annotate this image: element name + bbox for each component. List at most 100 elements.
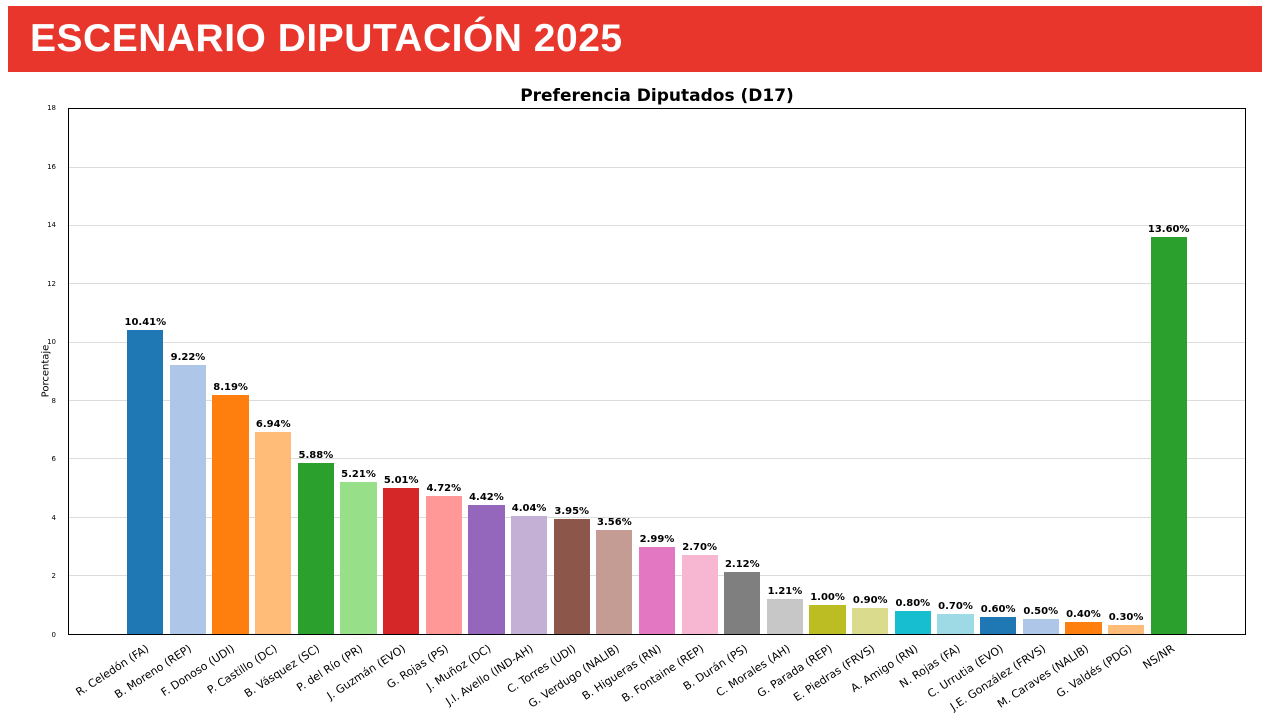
- bar-slot: 4.72%: [422, 109, 465, 634]
- bar-slot: 4.04%: [508, 109, 551, 634]
- y-tick-label: 10: [47, 338, 56, 347]
- bar-value-label: 0.60%: [980, 603, 1016, 615]
- bar: [638, 546, 676, 634]
- bar-value-label: 0.30%: [1108, 612, 1144, 624]
- bar: [340, 482, 377, 634]
- bar-value-label: 0.80%: [895, 597, 931, 609]
- bar-slot: 3.56%: [593, 109, 636, 634]
- bar-value-label: 4.72%: [426, 483, 462, 495]
- bar-slot: 10.41%: [124, 109, 167, 634]
- bar-slot: 0.80%: [892, 109, 935, 634]
- x-label-slot: NS/NR: [1140, 637, 1191, 719]
- gridline: [69, 166, 1245, 168]
- bars-container: 10.41% 9.22% 8.19% 6.94% 5.88% 5.21% 5.01% 4.72…: [69, 109, 1245, 634]
- y-tick-label: 4: [51, 513, 56, 522]
- bar-slot: 0.30%: [1105, 109, 1148, 634]
- gridline: [69, 400, 1245, 402]
- bar-value-label: 5.88%: [298, 449, 334, 461]
- bar-value-label: 5.21%: [341, 469, 376, 481]
- y-tick-label: 6: [51, 455, 56, 464]
- bar: [852, 607, 889, 634]
- bar-value-label: 0.50%: [1023, 606, 1059, 618]
- bar-slot: 6.94%: [252, 109, 295, 634]
- bar: [980, 616, 1017, 634]
- x-label-slot: G. Valdés (PDG): [1054, 637, 1149, 719]
- bar-value-label: 6.94%: [255, 418, 291, 430]
- bar-slot: 13.60%: [1147, 109, 1190, 634]
- bar-value-label: 0.40%: [1066, 609, 1101, 621]
- gridline: [69, 225, 1245, 227]
- y-tick-label: 16: [47, 162, 56, 171]
- bar-value-label: 9.22%: [170, 352, 206, 364]
- gridline: [69, 458, 1245, 460]
- bar-value-label: 4.42%: [469, 492, 504, 504]
- y-tick-label: 18: [47, 104, 56, 112]
- bar-slot: 5.01%: [380, 109, 423, 634]
- gridline: [69, 283, 1245, 285]
- bar: [425, 496, 462, 634]
- header-banner: ESCENARIO DIPUTACIÓN 2025: [8, 6, 1262, 72]
- bar-slot: 2.99%: [636, 109, 679, 634]
- bar-value-label: 1.21%: [767, 585, 803, 597]
- bar: [724, 572, 761, 634]
- bar: [127, 330, 164, 634]
- bar-slot: 5.21%: [337, 109, 380, 634]
- bar: [553, 518, 590, 634]
- bar: [809, 604, 846, 634]
- y-axis-tick-labels: 0 2 4 6 8 10 12 14 16 18: [0, 104, 62, 639]
- bar: [169, 365, 207, 634]
- y-tick-label: 14: [47, 221, 56, 230]
- bar: [297, 462, 334, 634]
- bar: [212, 395, 249, 634]
- y-tick-label: 12: [47, 279, 56, 288]
- bar-slot: 0.70%: [934, 109, 977, 634]
- bar-value-label: 4.04%: [511, 503, 547, 515]
- bar-slot: 4.42%: [465, 109, 508, 634]
- bar-slot: 1.21%: [764, 109, 807, 634]
- bar-value-label: 8.19%: [213, 382, 248, 394]
- bar-value-label: 10.41%: [124, 317, 167, 329]
- y-tick-label: 0: [51, 631, 56, 639]
- banner-title: ESCENARIO DIPUTACIÓN 2025: [30, 17, 623, 60]
- gridline: [69, 341, 1245, 343]
- bar-slot: 1.00%: [806, 109, 849, 634]
- bar-slot: 0.50%: [1019, 109, 1062, 634]
- bar-value-label: 2.70%: [682, 542, 717, 554]
- bar: [468, 505, 505, 634]
- bar-value-label: 2.12%: [724, 559, 760, 571]
- bar: [510, 516, 548, 634]
- bar-slot: 9.22%: [167, 109, 210, 634]
- bar: [1150, 237, 1187, 634]
- bar: [894, 610, 931, 634]
- bar-slot: 0.40%: [1062, 109, 1105, 634]
- bar-value-label: 1.00%: [810, 591, 845, 603]
- x-axis-tick-labels: R. Celedón (FA) B. Moreno (REP) F. Donoso …: [68, 637, 1246, 719]
- bar: [1022, 619, 1059, 634]
- y-tick-label: 2: [51, 572, 56, 581]
- bar: [596, 530, 633, 634]
- y-tick-label: 8: [51, 396, 56, 405]
- plot-area: 10.41% 9.22% 8.19% 6.94% 5.88% 5.21% 5.01% 4.72…: [68, 108, 1246, 635]
- bar: [937, 613, 974, 634]
- bar-value-label: 0.90%: [852, 594, 888, 606]
- bar-slot: 8.19%: [209, 109, 252, 634]
- bar: [1107, 625, 1145, 634]
- bar-slot: 2.70%: [678, 109, 721, 634]
- bar-value-label: 2.99%: [639, 533, 675, 545]
- bar-slot: 0.60%: [977, 109, 1020, 634]
- bar: [766, 598, 804, 634]
- bar-value-label: 5.01%: [383, 474, 419, 486]
- bar: [1065, 622, 1102, 634]
- bar-slot: 3.95%: [550, 109, 593, 634]
- bar-value-label: 13.60%: [1147, 224, 1190, 236]
- chart-title: Preferencia Diputados (D17): [520, 86, 794, 106]
- bar-slot: 2.12%: [721, 109, 764, 634]
- gridline: [69, 516, 1245, 518]
- bar: [255, 431, 292, 634]
- bar-value-label: 0.70%: [938, 600, 973, 612]
- bar-slot: 0.90%: [849, 109, 892, 634]
- bar-slot: 5.88%: [295, 109, 338, 634]
- bar-value-label: 3.56%: [597, 517, 632, 529]
- bar: [681, 555, 718, 634]
- bar: [383, 487, 420, 634]
